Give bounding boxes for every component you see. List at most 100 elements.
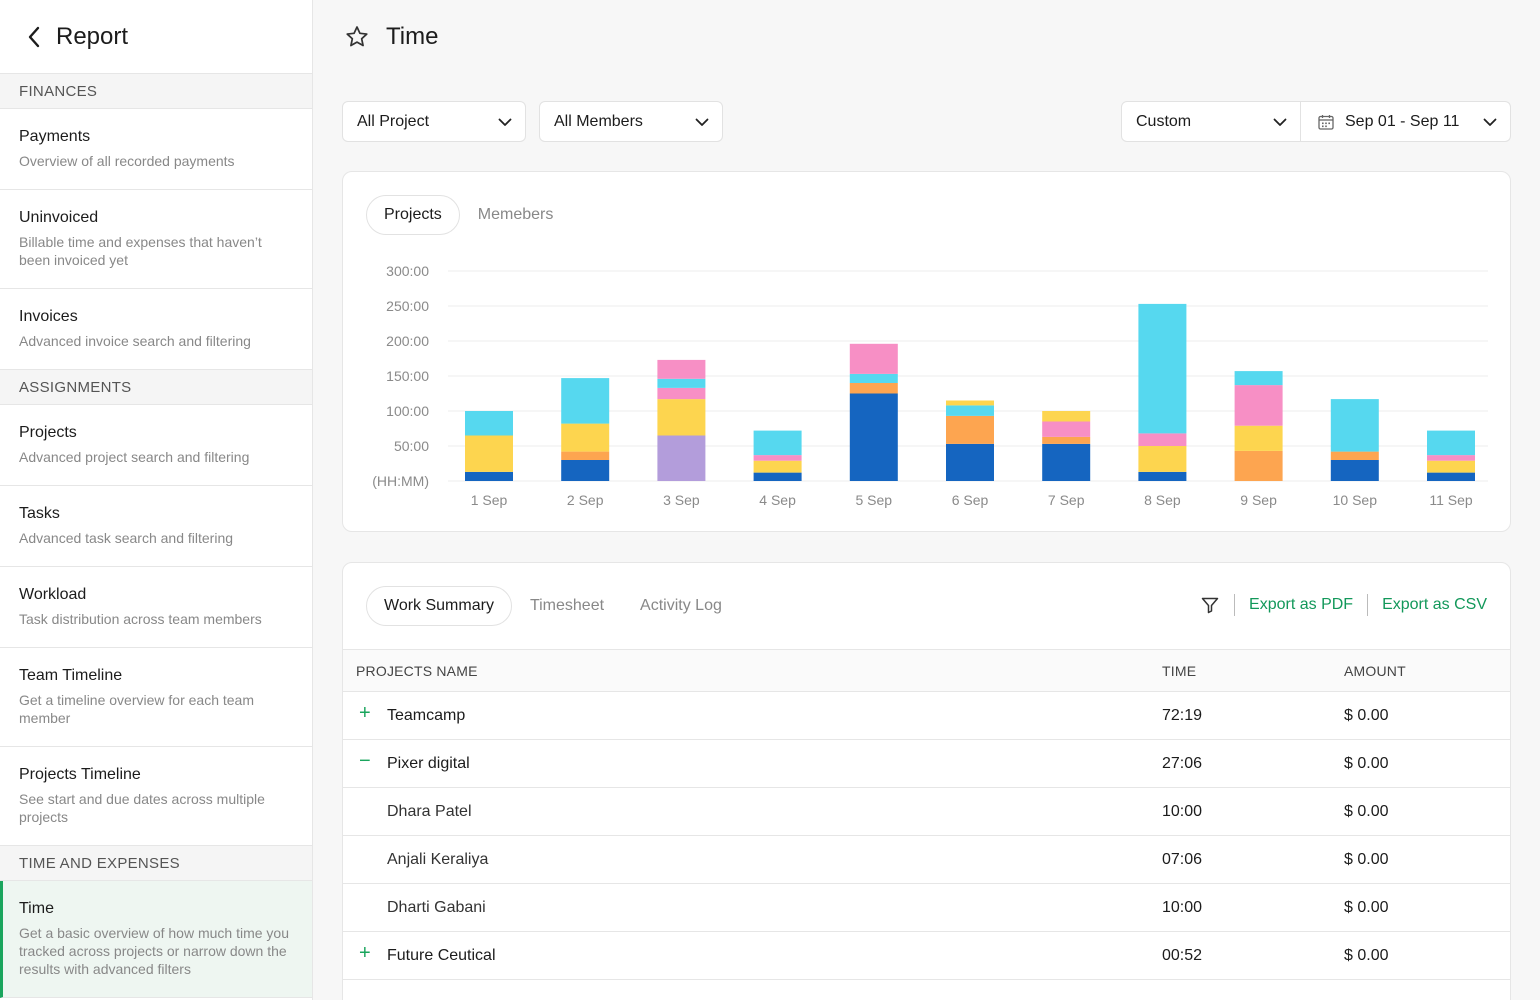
x-tick-label: 6 Sep	[952, 492, 989, 508]
y-tick-label: 200:00	[386, 333, 429, 349]
bar-segment	[657, 387, 706, 400]
sidebar-item-payments[interactable]: Payments Overview of all recorded paymen…	[0, 109, 312, 190]
back-arrow-icon[interactable]	[22, 25, 46, 49]
range-dropdown[interactable]: Custom	[1121, 101, 1301, 142]
sidebar-item-projects[interactable]: Projects Advanced project search and fil…	[0, 405, 312, 486]
date-range-picker[interactable]: Sep 01 - Sep 11	[1301, 101, 1511, 142]
bar-segment	[946, 405, 994, 416]
bar-segment	[1042, 443, 1091, 481]
y-tick-label: 300:00	[386, 263, 429, 279]
bar-segment	[1234, 450, 1283, 481]
date-range-value: Sep 01 - Sep 11	[1345, 112, 1460, 130]
column-header-name: PROJECTS NAME	[356, 663, 478, 679]
bar-segment	[561, 423, 610, 452]
member-name: Anjali Keraliya	[387, 851, 489, 868]
tab-members[interactable]: Memebers	[477, 206, 554, 223]
bar-segment	[1330, 399, 1379, 452]
sidebar-item-workload[interactable]: Workload Task distribution across team m…	[0, 567, 312, 648]
page-title: Time	[386, 23, 439, 50]
bar-segment	[946, 400, 994, 406]
chevron-down-icon	[1273, 118, 1287, 126]
bar-segment	[1330, 451, 1379, 460]
project-dropdown-value: All Project	[357, 112, 430, 130]
collapse-minus-icon[interactable]: −	[359, 750, 371, 772]
column-header-amount: AMOUNT	[1344, 663, 1406, 679]
bar-segment	[1234, 425, 1283, 451]
bar-segment	[753, 460, 802, 473]
project-dropdown[interactable]: All Project	[342, 101, 526, 142]
page-header: Time	[313, 0, 1540, 74]
work-summary-card: Work Summary Timesheet Activity Log Expo…	[342, 562, 1511, 1000]
x-tick-label: 8 Sep	[1144, 492, 1181, 508]
bar-segment	[561, 378, 610, 424]
table-header: PROJECTS NAME TIME AMOUNT	[343, 649, 1510, 692]
time-cell: 00:52	[1162, 947, 1203, 964]
tab-timesheet[interactable]: Timesheet	[529, 597, 605, 614]
sidebar-title: Report	[56, 22, 129, 50]
expand-plus-icon[interactable]: +	[359, 702, 371, 724]
amount-cell: $ 0.00	[1344, 947, 1389, 964]
main-content: Time All Project All Members Custom Sep …	[313, 0, 1540, 1000]
sidebar: Report FINANCES Payments Overview of all…	[0, 0, 313, 1000]
bar-segment	[849, 343, 898, 374]
chevron-down-icon	[498, 118, 512, 126]
filter-icon[interactable]	[1200, 595, 1220, 615]
calendar-icon	[1318, 114, 1334, 130]
sidebar-item-label: Team Timeline	[19, 667, 123, 684]
time-cell: 10:00	[1162, 803, 1203, 820]
export-csv-link[interactable]: Export as CSV	[1382, 596, 1487, 613]
bar-segment	[1234, 385, 1283, 426]
divider	[1367, 594, 1369, 616]
x-tick-label: 1 Sep	[471, 492, 508, 508]
sidebar-item-tasks[interactable]: Tasks Advanced task search and filtering	[0, 486, 312, 567]
tab-activity-log[interactable]: Activity Log	[640, 597, 722, 614]
sidebar-item-team-timeline[interactable]: Team Timeline Get a timeline overview fo…	[0, 648, 312, 747]
tab-projects[interactable]: Projects	[366, 195, 460, 235]
sidebar-item-desc: See start and due dates across multiple …	[19, 791, 265, 825]
amount-cell: $ 0.00	[1344, 755, 1389, 772]
bar-segment	[1234, 371, 1283, 386]
section-time-expenses: TIME AND EXPENSES	[0, 846, 312, 881]
members-dropdown[interactable]: All Members	[539, 101, 723, 142]
table-row[interactable]: + Future Ceutical 00:52 $ 0.00	[343, 932, 1510, 980]
filter-bar: All Project All Members Custom Sep 01 - …	[342, 101, 1511, 142]
sidebar-item-label: Payments	[19, 128, 91, 145]
amount-cell: $ 0.00	[1344, 803, 1389, 820]
sidebar-item-label: Tasks	[19, 505, 60, 522]
bar-segment	[1042, 421, 1091, 437]
tab-work-summary[interactable]: Work Summary	[366, 586, 512, 626]
bar-segment	[465, 435, 513, 472]
sidebar-item-invoices[interactable]: Invoices Advanced invoice search and fil…	[0, 289, 312, 370]
sidebar-item-time[interactable]: Time Get a basic overview of how much ti…	[0, 881, 312, 998]
time-cell: 07:06	[1162, 851, 1203, 868]
bar-segment	[1330, 460, 1379, 481]
table-row[interactable]: − Pixer digital 27:06 $ 0.00	[343, 740, 1510, 788]
sidebar-item-label: Time	[19, 900, 54, 917]
sidebar-item-uninvoiced[interactable]: Uninvoiced Billable time and expenses th…	[0, 190, 312, 289]
table-row[interactable]: Dhara Patel 10:00 $ 0.00	[343, 788, 1510, 836]
sidebar-item-label: Invoices	[19, 308, 78, 325]
divider	[1234, 594, 1236, 616]
table-row[interactable]: + Teamcamp 72:19 $ 0.00	[343, 692, 1510, 740]
bar-segment	[946, 443, 994, 481]
column-header-time: TIME	[1162, 663, 1197, 679]
star-icon[interactable]	[344, 24, 370, 50]
y-tick-label: 50:00	[394, 438, 429, 454]
y-tick-label: (HH:MM)	[372, 473, 429, 489]
y-tick-label: 150:00	[386, 368, 429, 384]
sidebar-header: Report	[0, 0, 312, 74]
expand-plus-icon[interactable]: +	[359, 942, 371, 964]
table-row[interactable]: Dharti Gabani 10:00 $ 0.00	[343, 884, 1510, 932]
members-dropdown-value: All Members	[554, 112, 643, 130]
bar-segment	[465, 411, 513, 436]
bar-segment	[1427, 430, 1475, 456]
bar-segment	[657, 359, 706, 379]
sidebar-item-projects-timeline[interactable]: Projects Timeline See start and due date…	[0, 747, 312, 846]
bar-segment	[946, 415, 994, 444]
sidebar-item-label: Projects	[19, 424, 77, 441]
table-row[interactable]: Anjali Keraliya 07:06 $ 0.00	[343, 836, 1510, 884]
chevron-down-icon	[1483, 118, 1497, 126]
x-tick-label: 11 Sep	[1429, 492, 1473, 508]
export-pdf-link[interactable]: Export as PDF	[1249, 596, 1354, 613]
bar-segment	[849, 383, 898, 394]
